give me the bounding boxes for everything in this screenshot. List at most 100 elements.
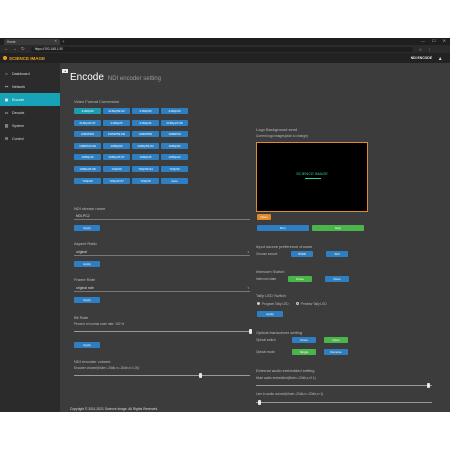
format-button[interactable]: 1080p25 [132, 154, 159, 161]
format-button[interactable]: 720p59.94 [132, 166, 159, 172]
format-button[interactable]: 1080P23.98 [74, 142, 101, 149]
source-hdmi-button[interactable]: HDMI [291, 251, 313, 257]
aspect-ratio-value: original [76, 250, 87, 254]
bit-rate-heading: Bit Rate [74, 315, 89, 320]
ndi-volume-slider[interactable] [74, 375, 250, 376]
format-button[interactable]: 2160p23.98 [161, 119, 188, 126]
logo-preview-text: SCIENCE IMAGE [296, 171, 328, 176]
back-icon[interactable]: ← [4, 46, 9, 51]
format-button[interactable]: 2160p50 [132, 108, 159, 114]
sidebar-item-label: Dashboard [12, 71, 30, 76]
optical-close-button[interactable]: Close [292, 337, 316, 343]
ext-audio-heading: External audio embedded setting [256, 368, 315, 373]
format-button[interactable]: 1080P60i [74, 131, 101, 138]
format-button[interactable]: 2160p29.97 [74, 119, 101, 126]
logo-run-button[interactable]: Run [257, 225, 309, 231]
bit-rate-slider[interactable] [74, 331, 250, 332]
format-button[interactable]: 1080p60 [103, 142, 130, 149]
star-icon[interactable]: ☆ [418, 46, 423, 52]
tally-program-radio[interactable] [257, 302, 260, 305]
aspect-ratio-select[interactable]: original ▾ [74, 249, 250, 256]
sidebar-item-control[interactable]: ⚙ Control [0, 132, 60, 145]
tally-preview-radio[interactable] [296, 302, 299, 305]
ndi-volume-slider-thumb[interactable] [199, 373, 203, 378]
source-sdi-button[interactable]: SDI [326, 251, 348, 257]
ext-audio-slider-2[interactable] [256, 402, 432, 403]
format-button[interactable]: 1080P59.94i [103, 131, 130, 138]
format-button[interactable]: 1080p30 [74, 154, 101, 161]
sidebar-item-system[interactable]: ▥ System [0, 119, 60, 132]
sidebar-item-encode[interactable]: ▣ Encode [0, 93, 60, 106]
format-button[interactable]: 1080P60 [161, 131, 188, 138]
user-icon[interactable]: ♟ [438, 55, 442, 61]
optical-single-button[interactable]: Single [292, 349, 316, 355]
intercom-open-button[interactable]: Open [325, 276, 349, 282]
device-name: NDI ENCODE [410, 56, 432, 60]
format-button[interactable]: 720p25 [132, 177, 159, 184]
ext-audio-slider-2-thumb[interactable] [258, 400, 262, 405]
browser-tab[interactable]: Home ✕ [4, 39, 60, 45]
format-button[interactable]: 1080p24 [161, 154, 188, 161]
logo-open-button[interactable]: Open [257, 214, 271, 220]
sidebar-item-label: Network [12, 84, 26, 89]
frame-rate-select[interactable]: original rate ▾ [74, 285, 250, 292]
format-button[interactable]: 720p50 [161, 166, 188, 172]
close-tab-icon[interactable]: ✕ [54, 39, 57, 43]
bit-rate-slider-thumb[interactable] [248, 329, 252, 334]
tally-heading: Tally LED Switch [256, 293, 286, 298]
intercom-heading: Intercom Switch [256, 269, 285, 274]
tab-title: Home [7, 40, 16, 44]
format-button[interactable]: 720p30 [74, 177, 101, 184]
new-tab-button[interactable]: + [62, 39, 65, 44]
ndi-stream-input[interactable]: NDI-PC2 [74, 213, 250, 220]
brand-logo[interactable]: SCIENCE IMAGE [0, 56, 45, 61]
optical-open-button[interactable]: Open [324, 337, 348, 343]
close-window-icon[interactable]: ✕ [442, 38, 446, 43]
format-button[interactable]: 1080p29.97 [103, 154, 130, 161]
frame-rate-heading: Frame Rate [74, 277, 96, 282]
ndi-stream-heading: NDI stream name [74, 206, 106, 211]
ext-audio-slider-1-thumb[interactable] [426, 383, 430, 388]
sidebar-item-decode[interactable]: ▭ Decode [0, 106, 60, 119]
format-button[interactable]: 1080p59.94 [132, 142, 159, 149]
tally-program-label: Program Tally LED [262, 302, 289, 306]
page-title: Encode [70, 72, 104, 83]
frame-rate-apply-button[interactable]: Apply [74, 297, 100, 303]
logo-label: Current logo images(click to change) [256, 134, 308, 138]
intercom-close-button[interactable]: Close [288, 276, 312, 282]
format-button[interactable]: 2160p30 [161, 108, 188, 114]
sidebar-toggle-button[interactable]: ◂ [62, 69, 68, 73]
format-button[interactable]: 2160p24 [132, 119, 159, 126]
format-button[interactable]: 1080p23.98 [74, 166, 101, 172]
source-pref-heading: Input source preference choose [256, 244, 313, 249]
format-button[interactable]: 2160p25 [103, 119, 130, 126]
forward-icon[interactable]: → [12, 46, 18, 51]
minimize-icon[interactable]: — [421, 38, 426, 43]
format-button[interactable]: 720p60 [103, 166, 130, 172]
format-button[interactable]: 2160p59.94 [103, 108, 130, 114]
control-icon: ⚙ [4, 136, 9, 141]
aspect-ratio-apply-button[interactable]: Apply [74, 261, 100, 267]
logo-preview[interactable]: SCIENCE IMAGE [256, 142, 368, 212]
format-button[interactable]: 720p29.97 [103, 177, 130, 184]
ext-audio-slider-1[interactable] [256, 385, 432, 386]
format-button[interactable]: Auto [161, 177, 188, 184]
sidebar-item-label: System [12, 123, 24, 128]
bit-rate-label: Percent of normal code rate: 100 % [74, 322, 125, 326]
format-button[interactable]: 2160p60 [74, 108, 101, 114]
tally-apply-button[interactable]: Apply [257, 311, 283, 317]
bit-rate-apply-button[interactable]: Apply [74, 342, 100, 348]
menu-icon[interactable]: ⋮ [427, 46, 432, 52]
format-button[interactable]: 1080p50 [161, 142, 188, 149]
ndi-stream-apply-button[interactable]: Apply [74, 225, 100, 231]
sidebar: ⌂ Dashboard ⚯ Network ▣ Encode ▭ Decode … [0, 63, 60, 412]
optical-receive-button[interactable]: Receive [324, 349, 348, 355]
logo-stop-button[interactable]: Stop [312, 225, 364, 231]
sidebar-item-dashboard[interactable]: ⌂ Dashboard [0, 67, 60, 80]
chevron-down-icon: ▾ [247, 250, 249, 254]
sidebar-item-network[interactable]: ⚯ Network [0, 80, 60, 93]
url-input[interactable]: https://192.168.1.90 [30, 46, 413, 52]
format-button[interactable]: 1080P50i [132, 131, 159, 138]
reload-icon[interactable]: ↻ [21, 46, 25, 51]
maximize-icon[interactable]: ☐ [432, 38, 436, 43]
